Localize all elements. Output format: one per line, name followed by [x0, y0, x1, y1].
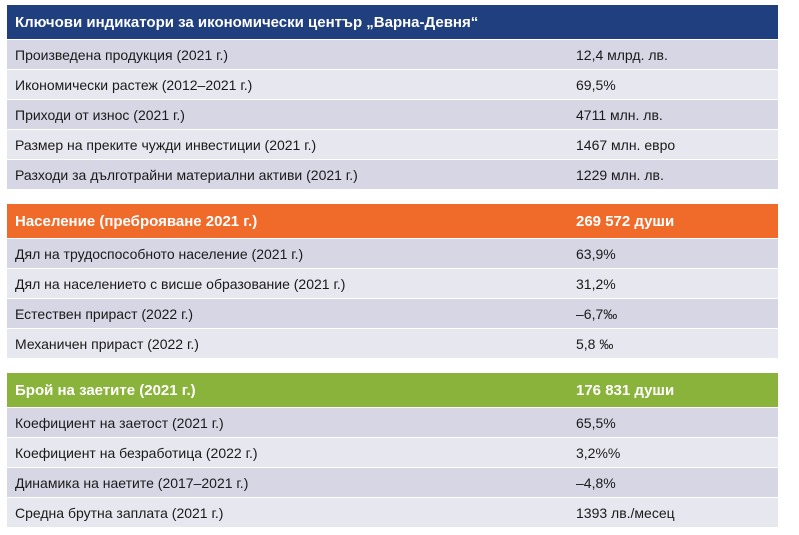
- section-title: Население (преброяване 2021 г.): [15, 212, 258, 230]
- section-title: Ключови индикатори за икономически центъ…: [15, 13, 479, 31]
- section-gap: [7, 358, 778, 373]
- row-value: 3,2%%: [576, 444, 621, 461]
- row-label: Приходи от износ (2021 г.): [15, 106, 185, 123]
- row-label: Естествен прираст (2022 г.): [15, 305, 194, 322]
- table-row: Коефициент на заетост (2021 г.) 65,5%: [7, 407, 778, 437]
- row-label: Размер на преките чужди инвестиции (2021…: [15, 136, 317, 153]
- row-value: 69,5%: [576, 76, 616, 93]
- table-row: Произведена продукция (2021 г.) 12,4 млрд…: [7, 39, 778, 69]
- section-header-employment: Брой на заетите (2021 г.) 176 831 души: [7, 373, 778, 407]
- row-label: Динамика на наетите (2017–2021 г.): [15, 474, 249, 491]
- row-value: 63,9%: [576, 245, 616, 262]
- row-label: Средна брутна заплата (2021 г.): [15, 504, 224, 521]
- row-value: 1393 лв./месец: [576, 504, 675, 521]
- table-row: Приходи от износ (2021 г.) 4711 млн. лв.: [7, 99, 778, 129]
- row-value: 65,5%: [576, 414, 616, 431]
- table-row: Коефициент на безработица (2022 г.) 3,2%%: [7, 437, 778, 467]
- row-value: 31,2%: [576, 275, 616, 292]
- row-label: Дял на трудоспособното население (2021 г…: [15, 245, 304, 262]
- row-value: 5,8 ‰: [576, 335, 614, 352]
- table-row: Разходи за дълготрайни материални активи…: [7, 159, 778, 189]
- table-row: Естествен прираст (2022 г.) –6,7‰: [7, 298, 778, 328]
- table-row: Средна брутна заплата (2021 г.) 1393 лв./…: [7, 497, 778, 527]
- row-label: Разходи за дълготрайни материални активи…: [15, 166, 358, 183]
- row-value: 1467 млн. евро: [576, 136, 676, 153]
- row-value: 4711 млн. лв.: [576, 106, 663, 123]
- row-label: Икономически растеж (2012–2021 г.): [15, 76, 253, 93]
- row-label: Коефициент на безработица (2022 г.): [15, 444, 258, 461]
- table-row: Механичен прираст (2022 г.) 5,8 ‰: [7, 328, 778, 358]
- table-row: Дял на трудоспособното население (2021 г…: [7, 238, 778, 268]
- section-value: 176 831 души: [576, 381, 675, 399]
- section-header-population: Население (преброяване 2021 г.) 269 572 …: [7, 204, 778, 238]
- row-value: –4,8%: [576, 474, 616, 491]
- table-row: Динамика на наетите (2017–2021 г.) –4,8%: [7, 467, 778, 497]
- row-label: Коефициент на заетост (2021 г.): [15, 414, 224, 431]
- row-value: 12,4 млрд. лв.: [576, 46, 668, 63]
- section-gap: [7, 189, 778, 204]
- row-label: Механичен прираст (2022 г.): [15, 335, 199, 352]
- table-row: Икономически растеж (2012–2021 г.) 69,5%: [7, 69, 778, 99]
- section-title: Брой на заетите (2021 г.): [15, 381, 196, 399]
- row-label: Дял на населението с висше образование (…: [15, 275, 346, 292]
- table-row: Дял на населението с висше образование (…: [7, 268, 778, 298]
- table-row: Размер на преките чужди инвестиции (2021…: [7, 129, 778, 159]
- indicators-table: Ключови индикатори за икономически центъ…: [7, 5, 778, 527]
- section-header-economy: Ключови индикатори за икономически центъ…: [7, 5, 778, 39]
- row-value: 1229 млн. лв.: [576, 166, 664, 183]
- section-value: 269 572 души: [576, 212, 675, 230]
- row-value: –6,7‰: [576, 305, 618, 322]
- row-label: Произведена продукция (2021 г.): [15, 46, 229, 63]
